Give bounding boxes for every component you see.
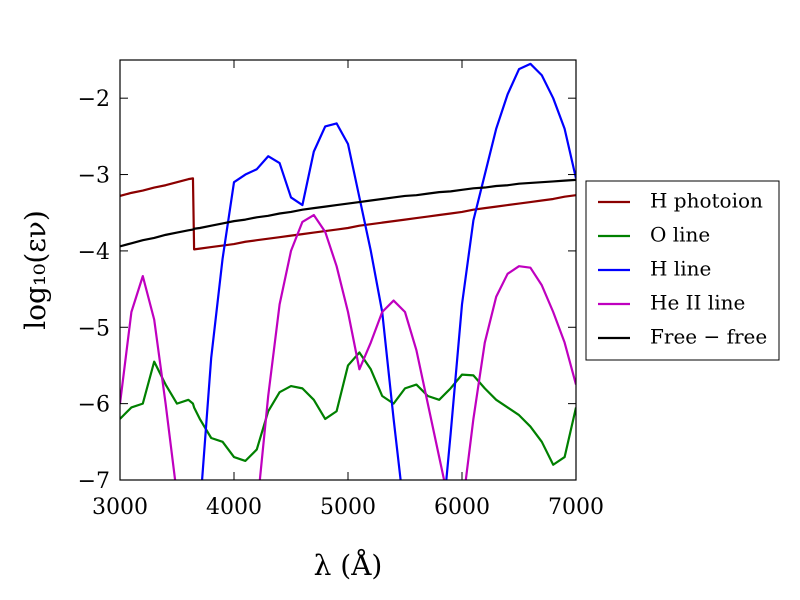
series-line [200,62,576,480]
series-line [120,177,576,251]
x-tick-label: 3000 [92,495,148,520]
y-tick-label: −4 [78,240,110,265]
y-axis-label: log₁₀(εν) [19,210,52,330]
y-tick-label: −6 [78,393,110,418]
legend-label: H photoion [650,189,763,213]
x-tick-label: 6000 [434,495,490,520]
plot-lines [120,62,576,480]
x-tick-label: 5000 [320,495,376,520]
y-tick-label: −3 [78,164,110,189]
series-line [120,351,576,466]
y-tick-label: −5 [78,316,110,341]
x-axis-label: λ (Å) [314,549,383,582]
series-line [120,178,576,248]
legend-label: Free − free [650,325,767,349]
x-tick-label: 4000 [206,495,262,520]
x-tick-label: 7000 [548,495,604,520]
series-line [120,213,576,480]
legend-label: O line [650,223,710,247]
y-tick-label: −2 [78,87,110,112]
y-tick-label: −7 [78,469,110,494]
legend-label: H line [650,257,711,281]
legend-label: He II line [650,291,745,315]
